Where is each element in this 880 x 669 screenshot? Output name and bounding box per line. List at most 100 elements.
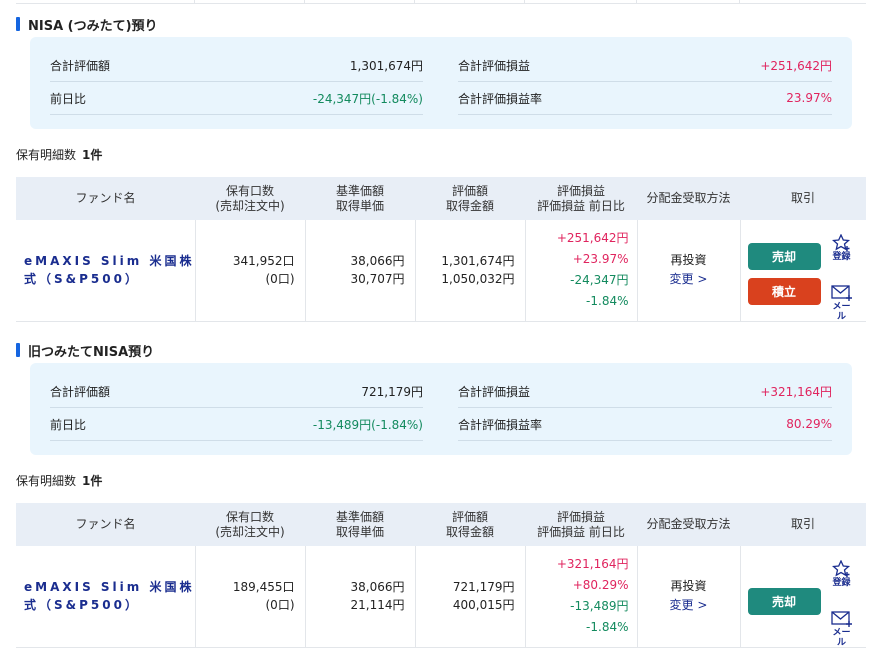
total-pl: +251,642円 <box>760 58 832 73</box>
summary-box: 合計評価額 1,301,674円 前日比 -24,347円(-1.84%) 合計評価… <box>30 37 852 129</box>
header-units: 保有口数 (売却注文中) <box>195 503 305 546</box>
accumulate-button[interactable]: 積立 <box>747 278 821 305</box>
table-header: ファンド名 保有口数 (売却注文中) 基準価額 取得単価 評価額 取得金額 評価損益評… <box>16 503 866 546</box>
table-row: eMAXIS Slim 米国株式（S&P500） 341,952口 (0口) 38… <box>16 220 866 322</box>
chevron-right-icon: > <box>697 598 708 613</box>
sell-button[interactable]: 売却 <box>747 243 821 270</box>
nav-cell: 38,066円 30,707円 <box>305 220 416 322</box>
pl-rate: 23.97% <box>786 91 832 105</box>
change-link-label: 変更 <box>669 272 694 287</box>
header-fund: ファンド名 <box>16 503 195 546</box>
units: 189,455口 <box>232 580 295 595</box>
total-pl-label: 合計評価損益 <box>458 384 531 399</box>
change-link[interactable]: 変更 > <box>670 598 708 612</box>
table-header: ファンド名 保有口数 (売却注文中) 基準価額 取得単価 評価額 取得金額 評価損益評… <box>16 177 866 220</box>
previous-table-fragment <box>16 0 866 4</box>
day-change-pct: -1.84% <box>586 294 629 309</box>
pl-pct: +23.97% <box>572 252 629 267</box>
register-favorite-button[interactable]: 登録 <box>829 560 855 588</box>
header-fund: ファンド名 <box>16 177 195 220</box>
star-plus-icon <box>831 560 850 577</box>
units-pending: (0口) <box>265 598 295 613</box>
day-change-pct: -1.84% <box>586 620 629 635</box>
total-value-label: 合計評価額 <box>50 58 111 73</box>
dist-cell: 再投資変更 > <box>637 546 741 648</box>
value-cell: 1,301,674円 1,050,032円 <box>415 220 526 322</box>
total-value-label: 合計評価額 <box>50 384 111 399</box>
total-value: 1,301,674円 <box>349 58 423 73</box>
header-value: 評価額 取得金額 <box>415 503 525 546</box>
holdings-table: ファンド名 保有口数 (売却注文中) 基準価額 取得単価 評価額 取得金額 評価損益評… <box>16 177 866 322</box>
register-label: 登録 <box>832 578 851 588</box>
header-nav-sub: 取得単価 <box>335 198 384 213</box>
star-plus-icon <box>831 234 850 251</box>
header-pl-sub: 評価損益 前日比 <box>537 524 625 539</box>
count-value: 1件 <box>82 474 103 488</box>
actions-cell: 売却 積立 登録 メール <box>740 220 866 322</box>
chevron-right-icon: > <box>697 272 708 287</box>
pl: +321,164円 <box>556 557 629 572</box>
heading-accent-bar <box>16 17 20 31</box>
value-cell: 721,179円 400,015円 <box>415 546 526 648</box>
change-link[interactable]: 変更 > <box>670 272 708 286</box>
count-value: 1件 <box>82 148 103 162</box>
dist-method: 再投資 <box>670 579 707 594</box>
header-units: 保有口数 (売却注文中) <box>195 177 305 220</box>
mail-plus-icon <box>830 611 852 627</box>
value: 721,179円 <box>452 580 515 595</box>
day-change-label: 前日比 <box>50 91 87 106</box>
header-units-label: 保有口数 <box>225 183 274 198</box>
units-cell: 341,952口 (0口) <box>195 220 306 322</box>
header-nav: 基準価額 取得単価 <box>305 177 415 220</box>
header-dist: 分配金受取方法 <box>637 503 740 546</box>
value: 1,301,674円 <box>441 254 515 269</box>
header-value-label: 評価額 <box>451 183 488 198</box>
mail-plus-icon <box>830 285 852 301</box>
heading-accent-bar <box>16 343 20 357</box>
pl-rate-label: 合計評価損益率 <box>458 417 543 432</box>
holdings-table: ファンド名 保有口数 (売却注文中) 基準価額 取得単価 評価額 取得金額 評価損益評… <box>16 503 866 648</box>
mail-label: メール <box>832 302 851 322</box>
day-change: -24,347円 <box>570 273 629 288</box>
header-value: 評価額 取得金額 <box>415 177 525 220</box>
dist-method: 再投資 <box>670 253 707 268</box>
pl-cell: +251,642円 +23.97% -24,347円 -1.84% <box>525 220 638 322</box>
day-change: -13,489円 <box>570 599 629 614</box>
total-pl: +321,164円 <box>760 384 832 399</box>
register-label: 登録 <box>832 252 851 262</box>
mail-alert-button[interactable]: メール <box>829 284 855 322</box>
nav-cell: 38,066円 21,114円 <box>305 546 416 648</box>
nav: 38,066円 <box>350 254 405 269</box>
register-favorite-button[interactable]: 登録 <box>829 234 855 262</box>
header-units-label: 保有口数 <box>225 509 274 524</box>
actions-cell: 売却 登録 メール <box>740 546 866 648</box>
mail-alert-button[interactable]: メール <box>829 610 855 648</box>
header-trade: 取引 <box>740 177 866 220</box>
header-pl: 評価損益 評価損益 前日比 <box>525 503 637 546</box>
cost: 1,050,032円 <box>441 272 515 287</box>
section-heading: 旧つみたてNISA預り <box>16 342 154 360</box>
header-pl-sub: 評価損益 前日比 <box>537 198 625 213</box>
holding-count: 保有明細数 1件 <box>16 472 102 489</box>
day-change: -13,489円(-1.84%) <box>312 417 423 432</box>
header-trade: 取引 <box>740 503 866 546</box>
avg-cost: 21,114円 <box>350 598 405 613</box>
units-pending: (0口) <box>265 272 295 287</box>
fund-name-link[interactable]: eMAXIS Slim 米国株式（S&P500） <box>16 546 196 648</box>
day-change-label: 前日比 <box>50 417 87 432</box>
summary-box: 合計評価額 721,179円 前日比 -13,489円(-1.84%) 合計評価損益… <box>30 363 852 455</box>
pl-cell: +321,164円 +80.29% -13,489円 -1.84% <box>525 546 638 648</box>
nav: 38,066円 <box>350 580 405 595</box>
sell-button[interactable]: 売却 <box>747 588 821 615</box>
units: 341,952口 <box>232 254 295 269</box>
fund-name-link[interactable]: eMAXIS Slim 米国株式（S&P500） <box>16 220 196 322</box>
pl-rate: 80.29% <box>786 417 832 431</box>
dist-cell: 再投資変更 > <box>637 220 741 322</box>
pl-rate-label: 合計評価損益率 <box>458 91 543 106</box>
header-pl-label: 評価損益 <box>556 509 605 524</box>
total-pl-label: 合計評価損益 <box>458 58 531 73</box>
header-pl-label: 評価損益 <box>556 183 605 198</box>
count-label: 保有明細数 <box>16 148 77 162</box>
cost: 400,015円 <box>452 598 515 613</box>
section-title: NISA (つみたて)預り <box>28 18 158 34</box>
